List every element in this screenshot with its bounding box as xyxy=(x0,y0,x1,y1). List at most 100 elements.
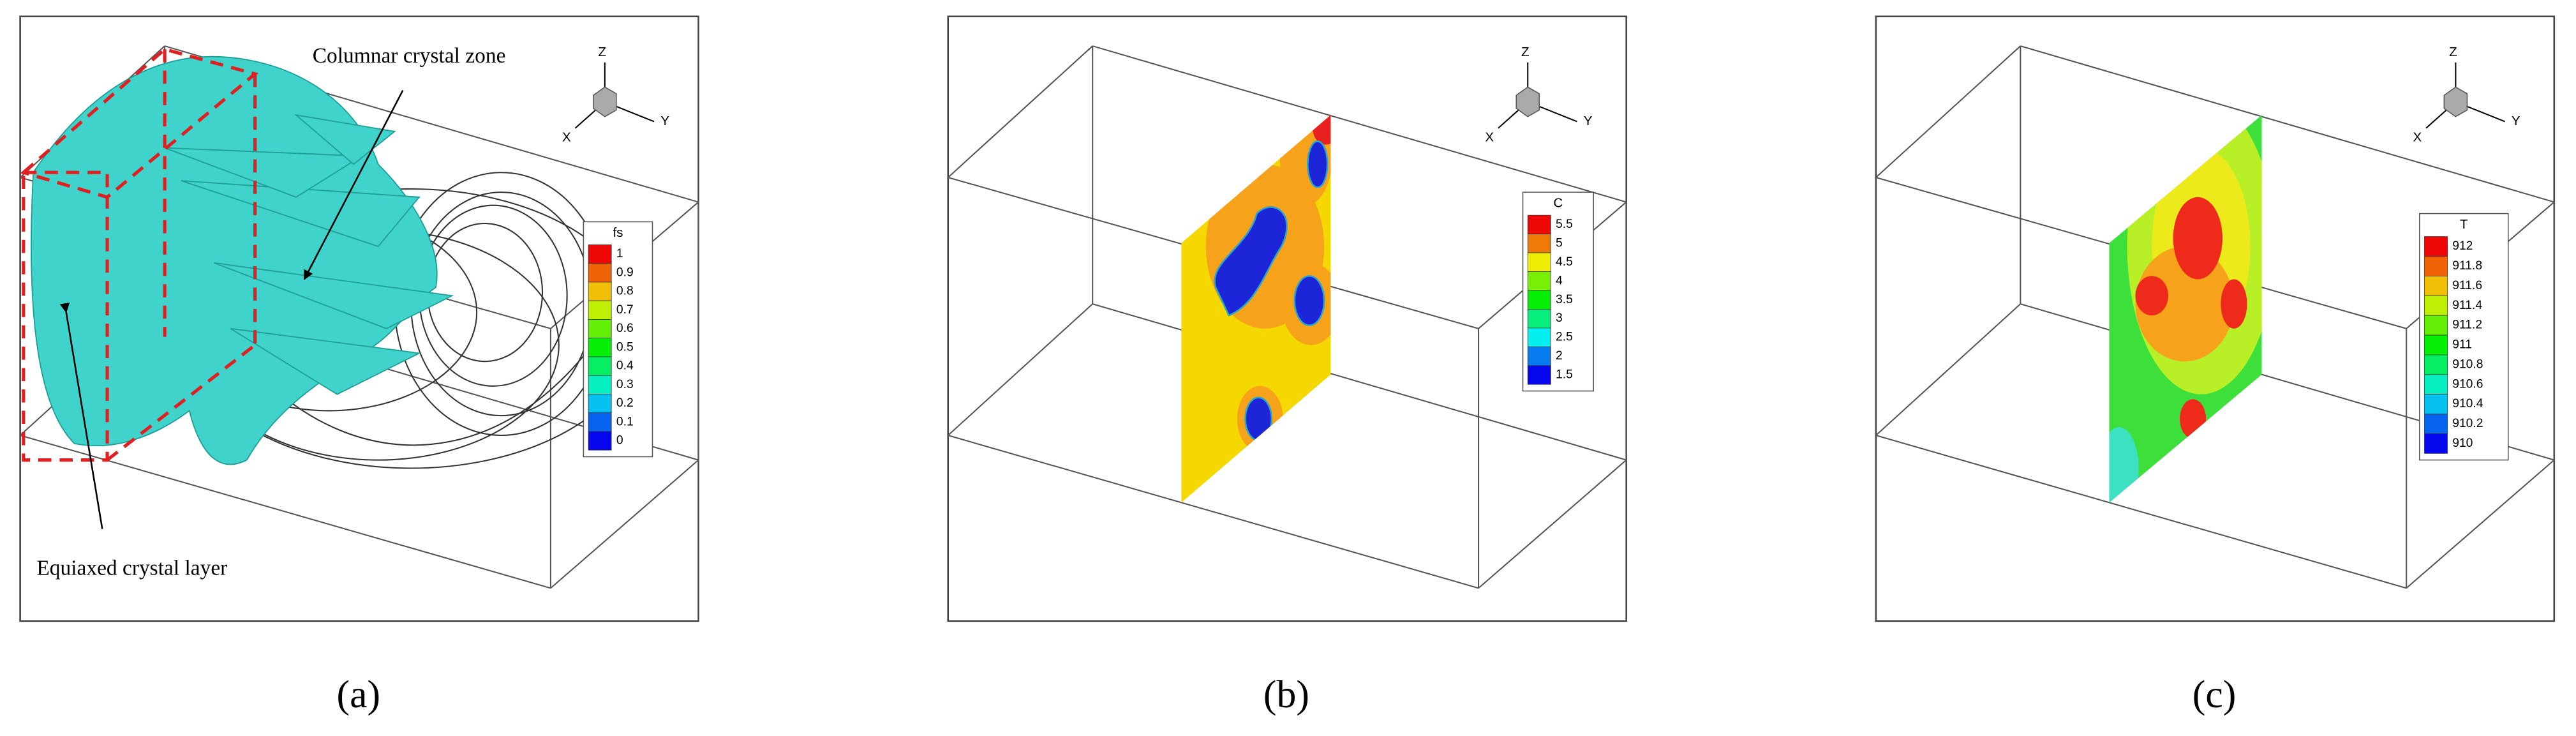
legend-swatch xyxy=(2424,334,2448,356)
triad-cube xyxy=(593,86,617,117)
axis-label: Y xyxy=(1584,114,1593,128)
legend-swatch xyxy=(588,394,612,414)
axis-triad: Z Y X xyxy=(562,45,669,145)
legend-swatch xyxy=(2424,374,2448,395)
legend-swatch xyxy=(2424,315,2448,336)
axis-label: X xyxy=(562,130,571,145)
legend-swatch xyxy=(2424,295,2448,316)
legend-swatch xyxy=(588,300,612,320)
legend-tick-label: 910 xyxy=(2452,437,2473,450)
legend-swatch xyxy=(588,244,612,264)
legend-title: T xyxy=(2460,217,2468,232)
crystal-isosurface xyxy=(31,56,454,465)
box-edge xyxy=(948,435,1479,589)
legend-tick-label: 912 xyxy=(2452,239,2473,253)
legend-title: fs xyxy=(613,225,623,240)
legend-swatch xyxy=(588,282,612,301)
axis-label: Z xyxy=(2449,45,2457,59)
legend-tick-label: 0.2 xyxy=(616,396,634,410)
annotation: Columnar crystal zone xyxy=(313,44,506,68)
legend-swatch xyxy=(2424,414,2448,434)
annotation-arrow xyxy=(59,303,103,529)
legend-tick-label: 2.5 xyxy=(1556,331,1573,344)
axis-label: Z xyxy=(599,45,607,59)
legend-swatch xyxy=(588,412,612,432)
legend-tick-label: 1.5 xyxy=(1556,368,1573,382)
box-edge xyxy=(1478,459,1627,589)
box-edge xyxy=(550,459,699,589)
box-edge xyxy=(1875,303,2021,436)
legend-swatch xyxy=(2424,275,2448,296)
legend-swatch xyxy=(588,263,612,283)
annotation-arrow xyxy=(303,89,404,280)
domain-box xyxy=(20,47,259,462)
box-edge xyxy=(948,303,1093,436)
legend-swatch xyxy=(588,375,612,394)
axis-triad: Z Y X xyxy=(2413,45,2520,145)
legend-swatch xyxy=(2424,236,2448,257)
axis-label: X xyxy=(2413,130,2422,145)
legend-swatch xyxy=(1527,214,1551,234)
panel-label: (a) xyxy=(337,673,381,716)
legend-tick-label: 911.6 xyxy=(2452,279,2482,292)
box-edge xyxy=(2020,45,2555,203)
color-legend: fs 1 0.9 0.8 0.7 0.6 0.5 0.4 0.3 0.2 0.1 0 xyxy=(583,221,653,458)
legends-and-triads: Z Y X Z Y X Z Y Xfs 1 0.9 0.8 0.7 0.6 0.5 0.4 0.3 0.2 0.1 0… xyxy=(562,45,2520,461)
legend-tick-label: 0 xyxy=(616,434,623,447)
legend-tick-label: 0.5 xyxy=(616,340,634,354)
legend-tick-label: 910.4 xyxy=(2452,397,2483,410)
legend-swatch xyxy=(1527,309,1551,329)
legend-tick-label: 5 xyxy=(1556,236,1563,250)
legend-tick-label: 910.6 xyxy=(2452,377,2483,391)
box-edge xyxy=(1875,45,2021,178)
box-edge xyxy=(1092,45,1627,203)
legend-swatch xyxy=(588,319,612,339)
legend-tick-label: 911.8 xyxy=(2452,259,2482,273)
legend-tick-label: 1 xyxy=(616,247,623,260)
legend-tick-label: 911.2 xyxy=(2452,319,2482,332)
axis-label: Y xyxy=(660,114,669,128)
panel-label: (b) xyxy=(1263,673,1309,716)
box-edge xyxy=(1875,435,2407,589)
legend-tick-label: 3 xyxy=(1556,312,1563,325)
legend-swatch xyxy=(588,431,612,451)
axis-label: Z xyxy=(1521,45,1530,59)
legend-swatch xyxy=(1527,327,1551,347)
triad-cube xyxy=(2443,86,2468,117)
legend-swatch xyxy=(588,338,612,357)
legend-tick-label: 4 xyxy=(1556,274,1563,287)
legend-tick-label: 0.1 xyxy=(616,415,634,428)
legend-swatch xyxy=(2424,394,2448,414)
legend-tick-label: 911.4 xyxy=(2452,299,2482,312)
legend-tick-label: 2 xyxy=(1556,349,1563,363)
legend-title: C xyxy=(1553,196,1563,211)
legend-tick-label: 911 xyxy=(2452,338,2472,352)
legend-tick-label: 0.7 xyxy=(616,303,634,317)
legend-tick-label: 5.5 xyxy=(1556,218,1573,231)
legend-tick-label: 0.4 xyxy=(616,359,634,373)
legend-tick-label: 0.9 xyxy=(616,266,634,279)
legend-swatch xyxy=(1527,252,1551,272)
triad-cube xyxy=(1515,86,1540,117)
axis-label: X xyxy=(1485,130,1494,145)
legend-swatch xyxy=(1527,234,1551,253)
color-legend: T 912 911.8 911.6 911.4 911.2 911 910.8 910.6 910… xyxy=(2418,213,2509,461)
legend-tick-label: 910.2 xyxy=(2452,417,2483,430)
legend-tick-label: 0.3 xyxy=(616,378,634,391)
legend-tick-label: 4.5 xyxy=(1556,255,1573,269)
box-edge xyxy=(2406,459,2555,589)
axis-label: Y xyxy=(2512,114,2520,128)
legend-swatch xyxy=(2424,433,2448,454)
wireframes xyxy=(19,45,2555,589)
legend-tick-label: 0.8 xyxy=(616,285,634,298)
legend-tick-label: 910.8 xyxy=(2452,357,2483,371)
legend-swatch xyxy=(1527,346,1551,366)
box-edge xyxy=(948,45,1093,178)
legend-swatch xyxy=(1527,365,1551,385)
legend-swatch xyxy=(2424,354,2448,375)
panel-label: (c) xyxy=(2193,673,2237,716)
legend-swatch xyxy=(2424,256,2448,276)
axis-triad: Z Y X xyxy=(1485,45,1592,145)
